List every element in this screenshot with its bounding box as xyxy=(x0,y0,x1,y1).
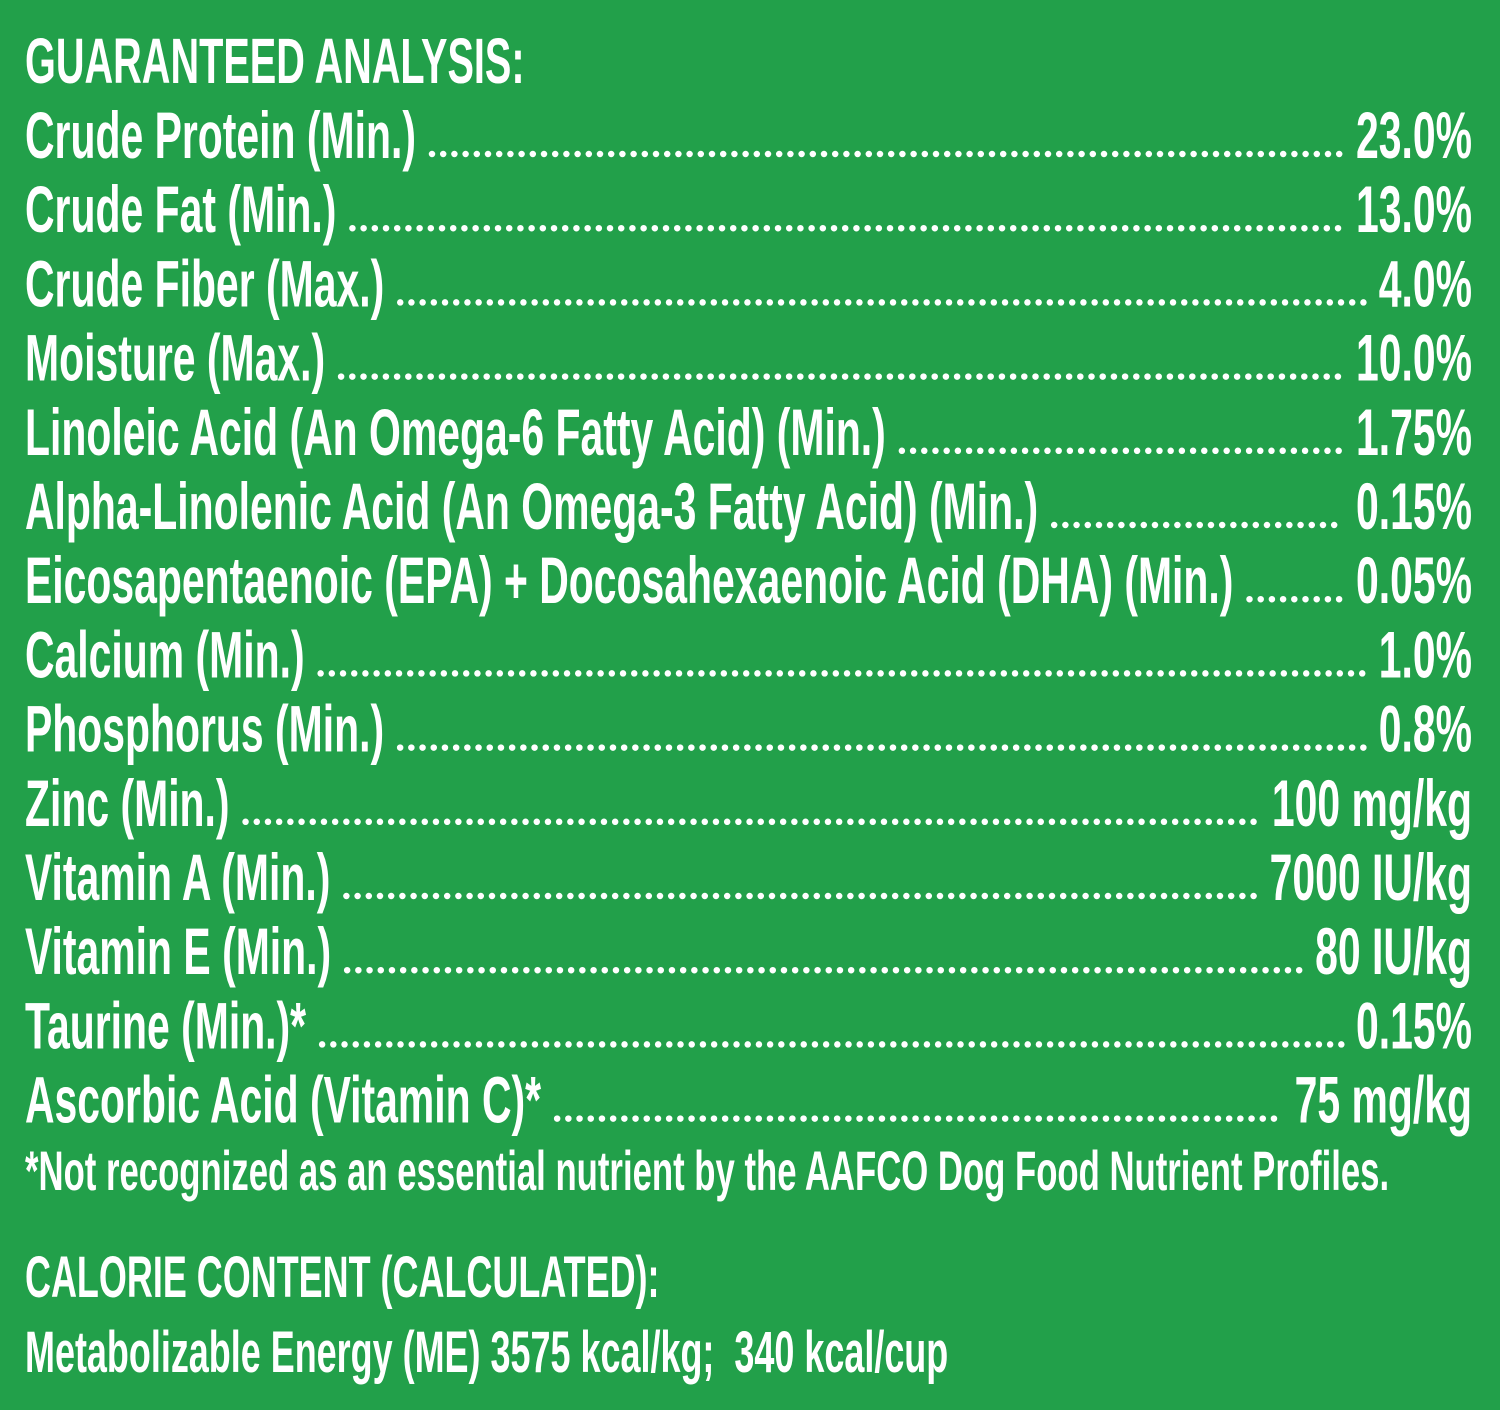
nutrient-label: Crude Protein (Min.) xyxy=(25,98,416,173)
nutrient-value: 100 mg/kg xyxy=(1272,766,1472,841)
nutrient-value: 7000 IU/kg xyxy=(1270,840,1472,915)
section-title: GUARANTEED ANALYSIS: xyxy=(25,27,525,98)
nutrient-label: Ascorbic Acid (Vitamin C)* xyxy=(25,1063,542,1138)
calorie-title: CALORIE CONTENT (CALCULATED): xyxy=(25,1245,659,1310)
footnote: *Not recognized as an essential nutrient… xyxy=(25,1140,1389,1203)
nutrient-value: 4.0% xyxy=(1379,246,1472,321)
nutrient-label: Vitamin A (Min.) xyxy=(25,840,330,915)
nutrient-value: 1.75% xyxy=(1356,395,1472,470)
nutrient-value: 80 IU/kg xyxy=(1315,914,1472,989)
nutrient-value: 0.15% xyxy=(1356,988,1472,1063)
nutrient-label: Phosphorus (Min.) xyxy=(25,692,384,767)
nutrient-value: 0.8% xyxy=(1379,692,1472,767)
nutrient-value: 0.15% xyxy=(1356,469,1472,544)
nutrient-value: 13.0% xyxy=(1356,172,1472,247)
nutrient-label: Vitamin E (Min.) xyxy=(25,914,331,989)
nutrient-label: Zinc (Min.) xyxy=(25,766,230,841)
nutrient-value: 0.05% xyxy=(1356,543,1472,618)
nutrient-label: Taurine (Min.)* xyxy=(25,988,307,1063)
nutrient-label: Alpha-Linolenic Acid (An Omega-3 Fatty A… xyxy=(25,469,1038,544)
nutrient-label: Crude Fiber (Max.) xyxy=(25,246,384,321)
nutrient-label: Linoleic Acid (An Omega-6 Fatty Acid) (M… xyxy=(25,395,886,470)
nutrient-value: 10.0% xyxy=(1356,321,1472,396)
nutrient-label: Crude Fat (Min.) xyxy=(25,172,336,247)
nutrient-value: 23.0% xyxy=(1356,98,1472,173)
nutrient-label: Moisture (Max.) xyxy=(25,321,325,396)
calorie-text: Metabolizable Energy (ME) 3575 kcal/kg; … xyxy=(25,1320,948,1385)
nutrient-label: Calcium (Min.) xyxy=(25,617,305,692)
nutrient-value: 75 mg/kg xyxy=(1295,1063,1472,1138)
nutrient-value: 1.0% xyxy=(1379,617,1472,692)
nutrient-label: Eicosapentaenoic (EPA) + Docosahexaenoic… xyxy=(25,543,1233,618)
